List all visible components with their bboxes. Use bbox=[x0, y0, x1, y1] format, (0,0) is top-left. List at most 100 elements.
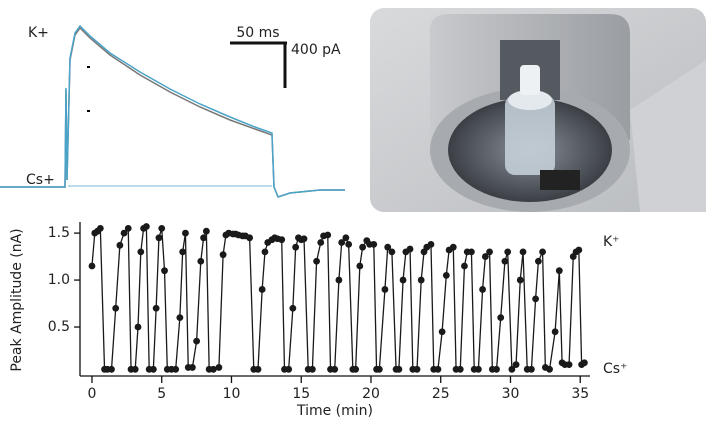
data-point bbox=[131, 365, 139, 373]
data-point bbox=[202, 227, 210, 235]
data-point bbox=[88, 262, 96, 270]
y-tick-label: 1.0 bbox=[48, 272, 70, 288]
data-point bbox=[142, 223, 150, 230]
data-point bbox=[96, 224, 104, 232]
data-point bbox=[342, 234, 350, 242]
data-point bbox=[120, 229, 128, 237]
data-point bbox=[551, 328, 559, 336]
scale-bar bbox=[230, 41, 287, 88]
scale-y-label: 400 pA bbox=[291, 42, 341, 58]
data-point bbox=[356, 262, 364, 270]
data-point bbox=[474, 365, 482, 373]
data-point bbox=[254, 365, 262, 373]
data-point bbox=[395, 365, 403, 373]
annotation: K⁺ bbox=[603, 234, 620, 250]
data-point bbox=[461, 262, 468, 270]
data-point bbox=[381, 286, 389, 293]
data-point bbox=[134, 323, 142, 331]
data-point bbox=[285, 365, 293, 373]
data-point bbox=[313, 257, 320, 265]
data-point bbox=[493, 365, 500, 373]
x-tick-label: 5 bbox=[157, 386, 166, 402]
x-tick-label: 30 bbox=[502, 386, 520, 402]
data-point bbox=[581, 359, 588, 367]
x-tick-label: 10 bbox=[223, 386, 241, 402]
data-point bbox=[388, 248, 396, 256]
data-point bbox=[308, 365, 316, 373]
data-point bbox=[449, 243, 457, 251]
data-point bbox=[152, 304, 160, 312]
data-point bbox=[176, 314, 184, 322]
data-point bbox=[182, 229, 189, 237]
x-tick-label: 20 bbox=[362, 386, 380, 402]
data-point bbox=[338, 239, 346, 246]
data-point bbox=[375, 365, 383, 373]
data-point bbox=[149, 365, 157, 373]
data-point bbox=[209, 365, 217, 373]
trace-label: Cs+ bbox=[26, 172, 55, 188]
data-point bbox=[193, 337, 201, 345]
data-point bbox=[546, 365, 553, 373]
data-point bbox=[359, 243, 367, 251]
data-point bbox=[532, 295, 539, 303]
photo bbox=[370, 8, 706, 212]
data-point bbox=[179, 248, 187, 256]
data-point bbox=[508, 365, 516, 373]
data-point bbox=[486, 248, 493, 256]
data-point bbox=[539, 248, 546, 256]
annotation: Cs⁺ bbox=[603, 361, 627, 377]
data-point bbox=[219, 251, 227, 259]
data-point bbox=[278, 236, 286, 244]
data-point bbox=[413, 365, 421, 373]
data-point bbox=[528, 365, 535, 373]
data-point bbox=[124, 224, 132, 232]
data-point bbox=[289, 304, 297, 312]
y-tick-label: 1.5 bbox=[48, 225, 70, 241]
data-point bbox=[335, 276, 343, 284]
data-point bbox=[189, 364, 196, 371]
data-point bbox=[215, 364, 223, 371]
data-point bbox=[534, 257, 542, 265]
data-point bbox=[258, 286, 266, 293]
data-point bbox=[108, 365, 115, 373]
data-point bbox=[197, 257, 205, 265]
data-point bbox=[406, 245, 414, 253]
data-point bbox=[512, 361, 520, 369]
data-point bbox=[456, 365, 464, 373]
data-point bbox=[246, 234, 254, 242]
data-point bbox=[352, 365, 360, 373]
data-point bbox=[345, 240, 353, 248]
data-point bbox=[172, 365, 180, 373]
data-point bbox=[137, 248, 145, 256]
x-axis-title: Time (min) bbox=[296, 403, 373, 419]
data-point bbox=[399, 276, 407, 284]
scale-x-label: 50 ms bbox=[236, 25, 279, 41]
data-point bbox=[116, 241, 124, 249]
data-point bbox=[504, 248, 512, 256]
data-point bbox=[481, 253, 489, 260]
trace-label: K+ bbox=[28, 25, 49, 41]
data-point bbox=[575, 246, 583, 254]
data-point bbox=[565, 361, 573, 369]
x-tick-label: 0 bbox=[88, 386, 97, 402]
y-tick-label: 0.5 bbox=[48, 319, 70, 335]
current-traces bbox=[0, 24, 345, 198]
data-point bbox=[324, 231, 332, 239]
trace-k-blue bbox=[0, 24, 345, 198]
data-point bbox=[519, 248, 527, 256]
data-point bbox=[497, 314, 505, 322]
data-point bbox=[370, 240, 378, 248]
data-point bbox=[479, 286, 486, 293]
data-point bbox=[292, 243, 300, 251]
x-tick-label: 15 bbox=[292, 386, 310, 402]
data-point bbox=[516, 276, 524, 284]
data-point bbox=[300, 235, 308, 243]
data-point bbox=[427, 240, 435, 248]
data-point bbox=[112, 304, 120, 312]
data-point bbox=[161, 267, 168, 275]
data-line bbox=[91, 225, 585, 371]
data-point bbox=[384, 243, 392, 251]
y-axis-title: Peak Amplitude (nA) bbox=[9, 228, 25, 371]
